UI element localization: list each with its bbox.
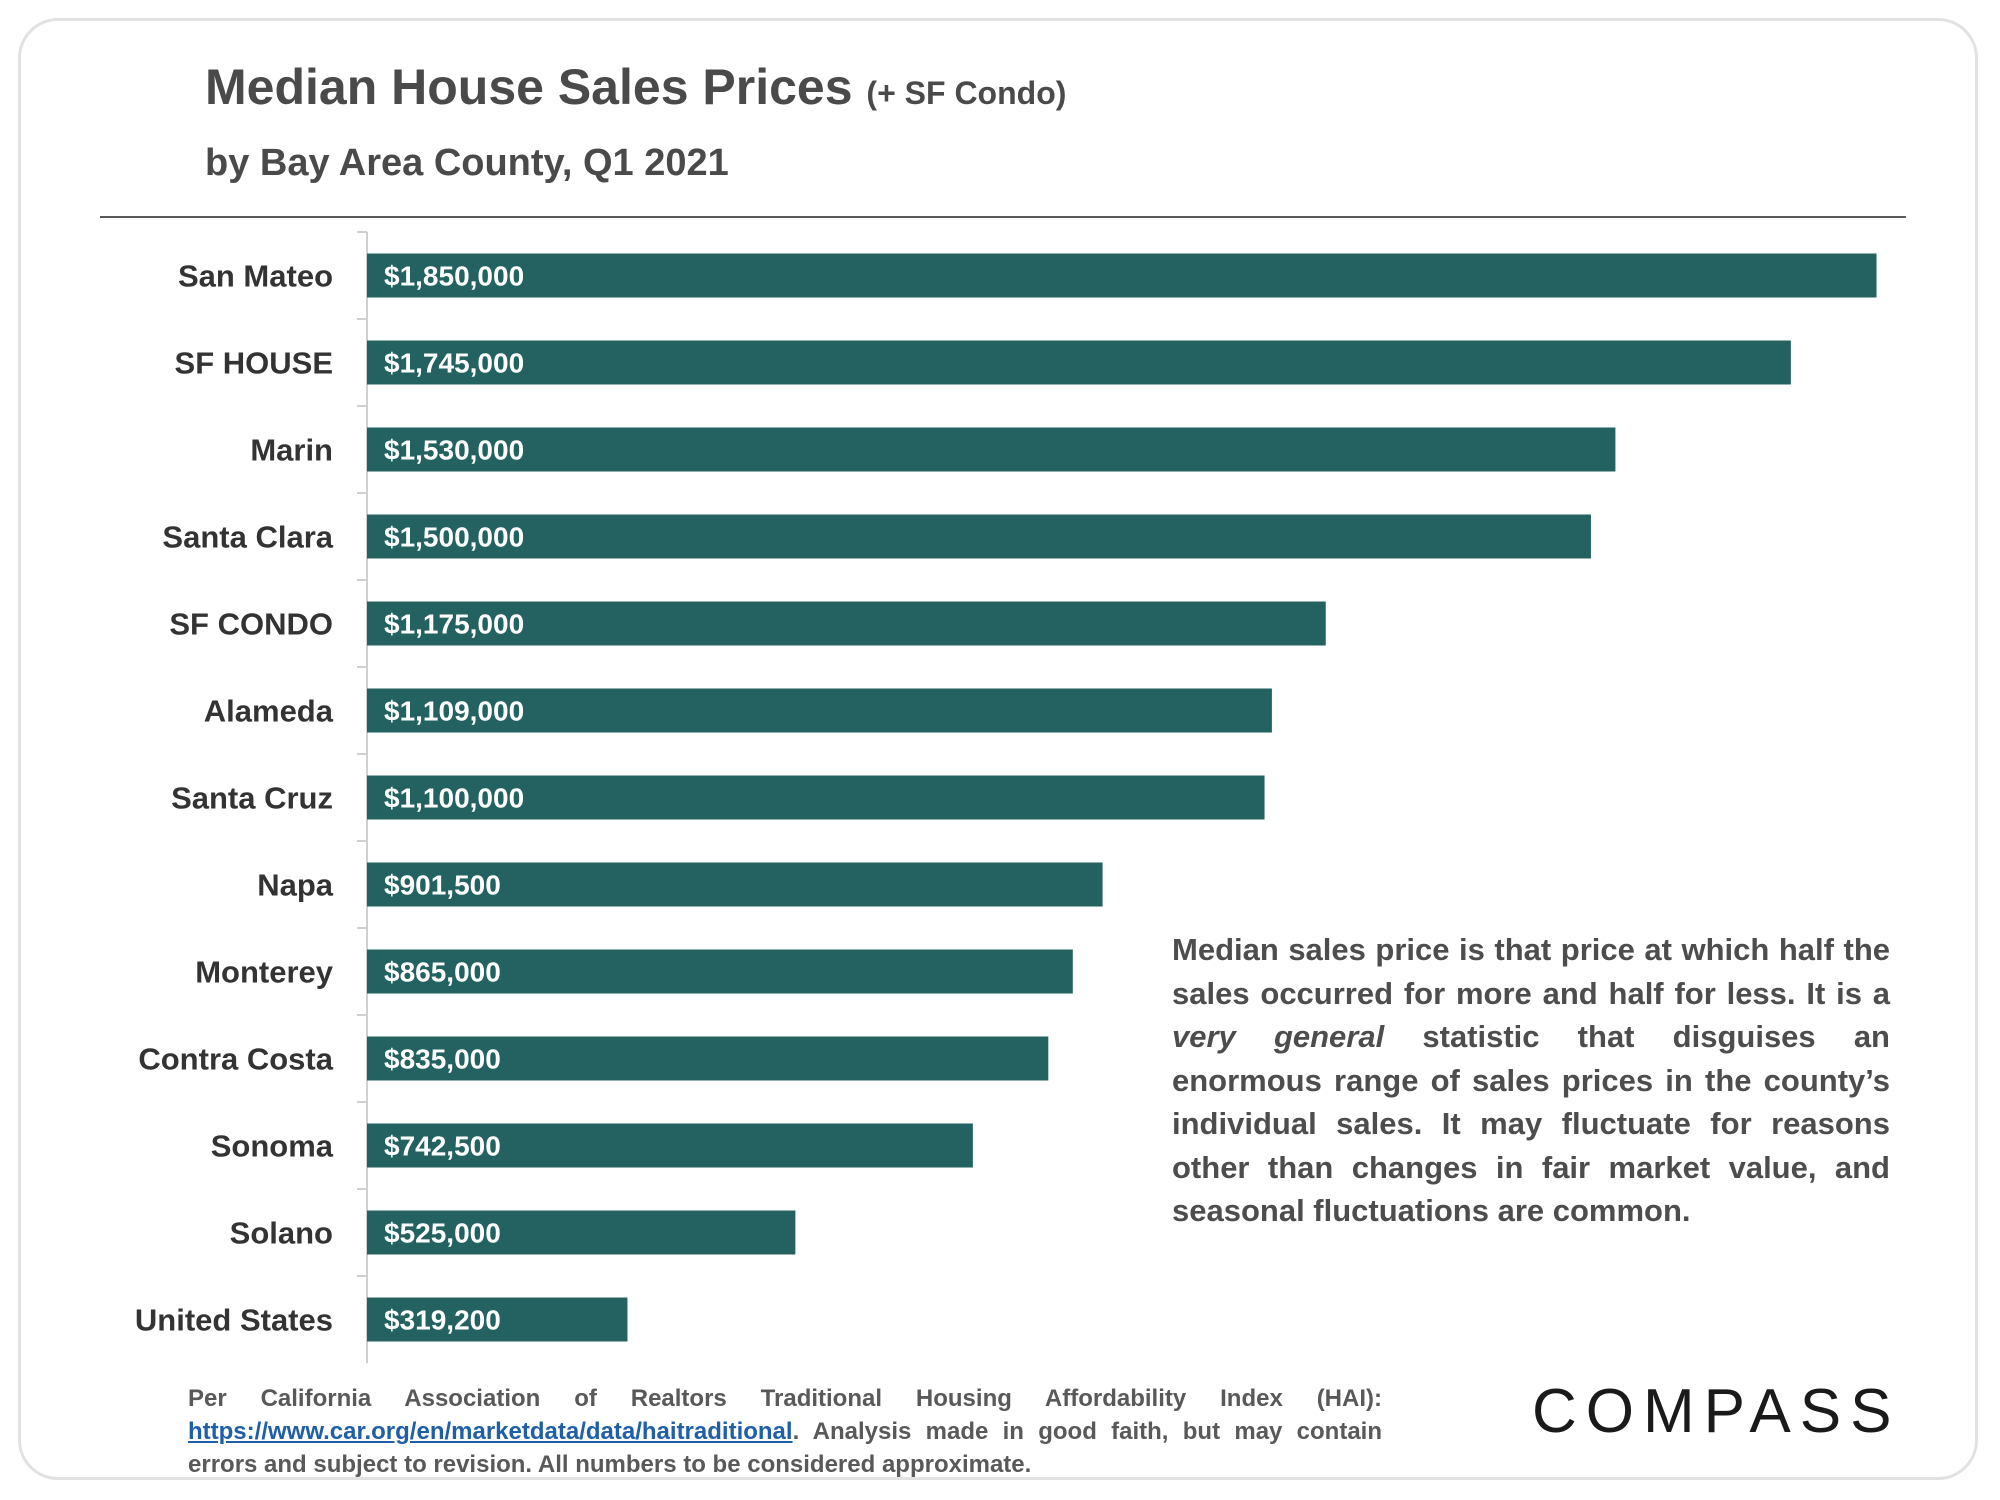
bar: [367, 1123, 973, 1168]
category-label: San Mateo: [178, 259, 333, 294]
note-text-start: Median sales price is that price at whic…: [1172, 932, 1890, 1011]
category-label: Monterey: [195, 955, 334, 990]
bar: [367, 1210, 796, 1255]
category-label: Sonoma: [211, 1129, 334, 1164]
source-text-start: Per California Association of Realtors T…: [188, 1385, 1382, 1412]
chart-title: Median House Sales Prices (+ SF Condo): [205, 58, 1066, 116]
data-label: $1,100,000: [384, 783, 524, 814]
chart-title-main: Median House Sales Prices: [205, 59, 853, 115]
category-label: Solano: [230, 1216, 333, 1251]
category-label: SF HOUSE: [175, 346, 333, 381]
bar: [367, 340, 1791, 385]
bar: [367, 775, 1265, 820]
data-label: $1,850,000: [384, 261, 524, 292]
bar: [367, 1036, 1049, 1081]
category-label: Santa Clara: [162, 520, 333, 555]
source-text-end: . Analysis made in good faith, but may c…: [188, 1418, 1382, 1478]
bar: [367, 514, 1591, 559]
category-label: Santa Cruz: [171, 781, 333, 816]
compass-logo: COMPASS: [1532, 1377, 1901, 1446]
bar: [367, 1297, 628, 1342]
data-label: $835,000: [384, 1044, 501, 1075]
category-label: Marin: [250, 433, 333, 468]
data-label: $865,000: [384, 957, 501, 988]
bar: [367, 427, 1616, 472]
category-label: SF CONDO: [169, 607, 333, 642]
source-link[interactable]: https://www.car.org/en/marketdata/data/h…: [188, 1418, 793, 1445]
bar: [367, 688, 1272, 733]
bar: [367, 862, 1103, 907]
category-label: Alameda: [204, 694, 334, 729]
category-label: Napa: [257, 868, 334, 903]
chart-title-suffix: (+ SF Condo): [866, 75, 1067, 111]
data-label: $1,175,000: [384, 609, 524, 640]
data-label: $901,500: [384, 870, 501, 901]
chart-note: Median sales price is that price at whic…: [1172, 928, 1890, 1233]
data-label: $1,745,000: [384, 348, 524, 379]
category-label: Contra Costa: [138, 1042, 333, 1077]
category-label: United States: [135, 1303, 333, 1338]
data-label: $1,530,000: [384, 435, 524, 466]
bar: [367, 601, 1326, 646]
bar: [367, 253, 1877, 298]
chart-subtitle: by Bay Area County, Q1 2021: [205, 142, 729, 184]
bar: [367, 949, 1073, 994]
note-text-end: statistic that disguises an enormous ran…: [1172, 1019, 1890, 1228]
data-label: $1,109,000: [384, 696, 524, 727]
note-emphasis: very general: [1172, 1019, 1385, 1054]
data-label: $319,200: [384, 1305, 501, 1336]
data-label: $525,000: [384, 1218, 501, 1249]
header-divider: [100, 216, 1906, 218]
data-label: $742,500: [384, 1131, 501, 1162]
data-label: $1,500,000: [384, 522, 524, 553]
source-footnote: Per California Association of Realtors T…: [188, 1382, 1382, 1481]
